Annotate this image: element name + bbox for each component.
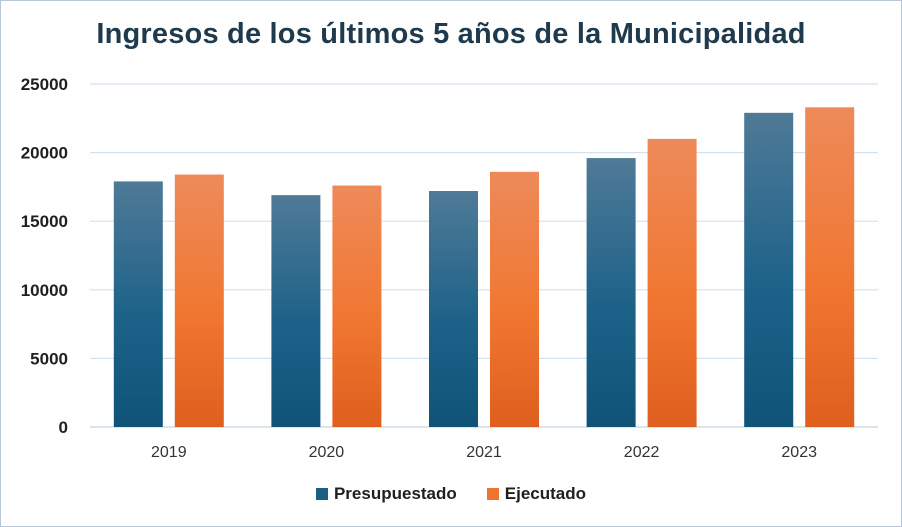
bar-ejecutado-2020: [332, 185, 382, 427]
legend-label-presupuestado: Presupuestado: [333, 484, 457, 503]
bar-ejecutado-2021: [490, 171, 539, 427]
x-tick-label: 2020: [309, 444, 345, 461]
legend: Presupuestado Ejecutado: [0, 484, 902, 504]
chart-title: Ingresos de los últimos 5 años de la Mun…: [96, 18, 806, 50]
x-tick-label: 2021: [466, 444, 502, 461]
bar-ejecutado-2019: [174, 174, 224, 427]
y-tick-label: 20000: [21, 144, 68, 163]
y-tick-label: 15000: [21, 212, 68, 231]
bar-presupuestado-2020: [271, 195, 321, 427]
legend-swatch-presupuestado: [315, 488, 328, 500]
bar-presupuestado-2022: [586, 158, 636, 427]
y-tick-label: 25000: [21, 75, 68, 94]
x-tick-label: 2022: [624, 444, 660, 461]
bar-presupuestado-2021: [429, 191, 478, 427]
legend-label-ejecutado: Ejecutado: [504, 484, 587, 503]
x-tick-label: 2023: [781, 444, 817, 461]
x-axis-ticks: 2019 2020 2021 2022 2023: [151, 444, 817, 461]
bar-ejecutado-2022: [647, 138, 697, 427]
legend-swatch-ejecutado: [486, 488, 499, 500]
legend-item-presupuestado: Presupuestado: [315, 484, 457, 504]
y-tick-label: 0: [59, 418, 68, 437]
bar-presupuestado-2019: [113, 181, 163, 427]
bars: [113, 107, 855, 427]
y-tick-label: 10000: [21, 281, 68, 300]
y-axis-ticks: 0 5000 10000 15000 20000 25000: [21, 75, 68, 437]
y-tick-label: 5000: [30, 349, 68, 368]
x-tick-label: 2019: [151, 444, 187, 461]
legend-item-ejecutado: Ejecutado: [486, 484, 587, 504]
bar-ejecutado-2023: [805, 107, 855, 427]
bar-presupuestado-2023: [744, 112, 794, 427]
